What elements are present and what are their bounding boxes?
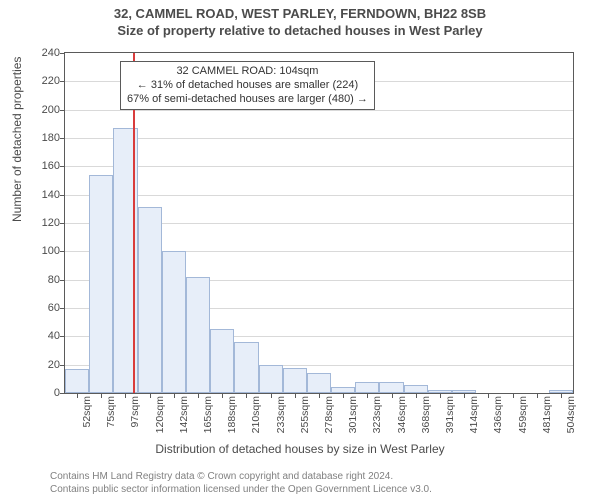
- title-subtitle: Size of property relative to detached ho…: [0, 23, 600, 38]
- xtick-mark: [488, 393, 489, 398]
- ytick-mark: [60, 81, 65, 82]
- ytick-label: 60: [30, 302, 60, 314]
- xtick-label: 278sqm: [323, 396, 335, 446]
- title-address: 32, CAMMEL ROAD, WEST PARLEY, FERNDOWN, …: [0, 6, 600, 21]
- ytick-label: 180: [30, 132, 60, 144]
- ytick-mark: [60, 166, 65, 167]
- footer-attribution: Contains HM Land Registry data © Crown c…: [50, 471, 590, 496]
- footer-line1: Contains HM Land Registry data © Crown c…: [50, 471, 590, 484]
- ytick-mark: [60, 336, 65, 337]
- ytick-mark: [60, 110, 65, 111]
- histogram-bar: [65, 369, 89, 393]
- xtick-mark: [198, 393, 199, 398]
- histogram-bar: [186, 277, 210, 393]
- ytick-label: 160: [30, 160, 60, 172]
- xtick-mark: [77, 393, 78, 398]
- histogram-bar: [355, 382, 379, 393]
- xtick-label: 255sqm: [299, 396, 311, 446]
- y-axis-label: Number of detached properties: [10, 57, 24, 222]
- annot-line2: ← 31% of detached houses are smaller (22…: [127, 79, 368, 93]
- ytick-label: 220: [30, 75, 60, 87]
- histogram-bar: [138, 207, 162, 393]
- ytick-label: 240: [30, 47, 60, 59]
- xtick-mark: [440, 393, 441, 398]
- ytick-label: 200: [30, 104, 60, 116]
- xtick-label: 97sqm: [129, 396, 141, 446]
- xtick-mark: [246, 393, 247, 398]
- x-axis-label: Distribution of detached houses by size …: [0, 442, 600, 456]
- histogram-bar: [379, 382, 403, 393]
- histogram-bar: [234, 342, 258, 393]
- ytick-mark: [60, 308, 65, 309]
- xtick-mark: [392, 393, 393, 398]
- xtick-label: 504sqm: [565, 396, 577, 446]
- xtick-label: 301sqm: [347, 396, 359, 446]
- xtick-mark: [561, 393, 562, 398]
- annot-line3: 67% of semi-detached houses are larger (…: [127, 93, 368, 107]
- xtick-mark: [101, 393, 102, 398]
- reference-annotation: 32 CAMMEL ROAD: 104sqm ← 31% of detached…: [120, 61, 375, 110]
- xtick-mark: [150, 393, 151, 398]
- gridline: [65, 138, 573, 139]
- xtick-label: 120sqm: [154, 396, 166, 446]
- ytick-mark: [60, 195, 65, 196]
- ytick-label: 0: [30, 387, 60, 399]
- xtick-mark: [513, 393, 514, 398]
- xtick-label: 414sqm: [468, 396, 480, 446]
- xtick-label: 75sqm: [105, 396, 117, 446]
- xtick-label: 481sqm: [541, 396, 553, 446]
- annot-line1: 32 CAMMEL ROAD: 104sqm: [127, 65, 368, 79]
- ytick-label: 140: [30, 189, 60, 201]
- histogram-bar: [307, 373, 331, 393]
- xtick-mark: [271, 393, 272, 398]
- ytick-label: 120: [30, 217, 60, 229]
- chart-titles: 32, CAMMEL ROAD, WEST PARLEY, FERNDOWN, …: [0, 0, 600, 38]
- ytick-mark: [60, 223, 65, 224]
- histogram-bar: [210, 329, 234, 393]
- ytick-label: 80: [30, 274, 60, 286]
- xtick-label: 391sqm: [444, 396, 456, 446]
- xtick-mark: [367, 393, 368, 398]
- ytick-mark: [60, 280, 65, 281]
- ytick-label: 100: [30, 245, 60, 257]
- xtick-label: 52sqm: [81, 396, 93, 446]
- ytick-label: 20: [30, 359, 60, 371]
- histogram-bar: [259, 365, 283, 393]
- histogram-bar: [162, 251, 186, 393]
- xtick-mark: [416, 393, 417, 398]
- xtick-label: 368sqm: [420, 396, 432, 446]
- xtick-mark: [464, 393, 465, 398]
- histogram-bar: [89, 175, 113, 393]
- histogram-bar: [404, 385, 428, 394]
- xtick-mark: [537, 393, 538, 398]
- gridline: [65, 166, 573, 167]
- xtick-label: 142sqm: [178, 396, 190, 446]
- xtick-mark: [125, 393, 126, 398]
- gridline: [65, 195, 573, 196]
- ytick-mark: [60, 365, 65, 366]
- xtick-label: 165sqm: [202, 396, 214, 446]
- xtick-label: 346sqm: [396, 396, 408, 446]
- xtick-label: 188sqm: [226, 396, 238, 446]
- ytick-mark: [60, 138, 65, 139]
- xtick-label: 436sqm: [492, 396, 504, 446]
- xtick-mark: [174, 393, 175, 398]
- xtick-mark: [222, 393, 223, 398]
- xtick-label: 233sqm: [275, 396, 287, 446]
- xtick-label: 323sqm: [371, 396, 383, 446]
- ytick-mark: [60, 393, 65, 394]
- ytick-mark: [60, 251, 65, 252]
- footer-line2: Contains public sector information licen…: [50, 484, 590, 497]
- histogram-bar: [283, 368, 307, 394]
- xtick-mark: [319, 393, 320, 398]
- ytick-mark: [60, 53, 65, 54]
- xtick-label: 459sqm: [517, 396, 529, 446]
- xtick-mark: [295, 393, 296, 398]
- xtick-label: 210sqm: [250, 396, 262, 446]
- xtick-mark: [343, 393, 344, 398]
- ytick-label: 40: [30, 330, 60, 342]
